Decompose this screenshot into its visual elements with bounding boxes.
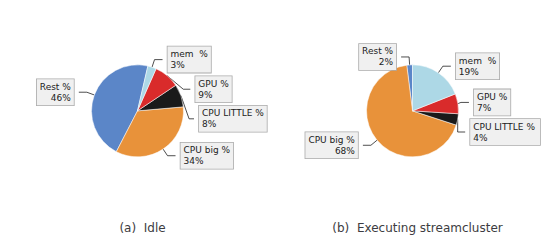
svg-text:8%: 8% [202, 119, 217, 129]
svg-text:19%: 19% [459, 67, 479, 77]
svg-text:CPU LITTLE %: CPU LITTLE % [202, 108, 264, 118]
svg-text:(a) Idle: (a) Idle [119, 221, 165, 235]
svg-text:(b) Executing streamcluster: (b) Executing streamcluster [332, 221, 503, 235]
svg-text:68%: 68% [335, 146, 355, 156]
svg-text:4%: 4% [473, 133, 488, 143]
svg-text:GPU %: GPU % [477, 92, 508, 102]
svg-text:3%: 3% [171, 60, 186, 70]
svg-text:9%: 9% [198, 90, 213, 100]
svg-text:GPU %: GPU % [198, 79, 229, 89]
svg-text:7%: 7% [477, 103, 492, 113]
svg-text:mem %: mem % [459, 56, 497, 66]
svg-text:mem %: mem % [171, 49, 209, 59]
svg-text:2%: 2% [379, 57, 394, 67]
svg-text:CPU LITTLE %: CPU LITTLE % [473, 122, 535, 132]
svg-text:Rest %: Rest % [40, 82, 71, 92]
svg-text:CPU big %: CPU big % [308, 135, 355, 145]
svg-text:CPU big %: CPU big % [184, 145, 231, 155]
svg-text:Rest %: Rest % [362, 46, 393, 56]
svg-text:46%: 46% [51, 93, 71, 103]
svg-text:34%: 34% [184, 156, 204, 166]
